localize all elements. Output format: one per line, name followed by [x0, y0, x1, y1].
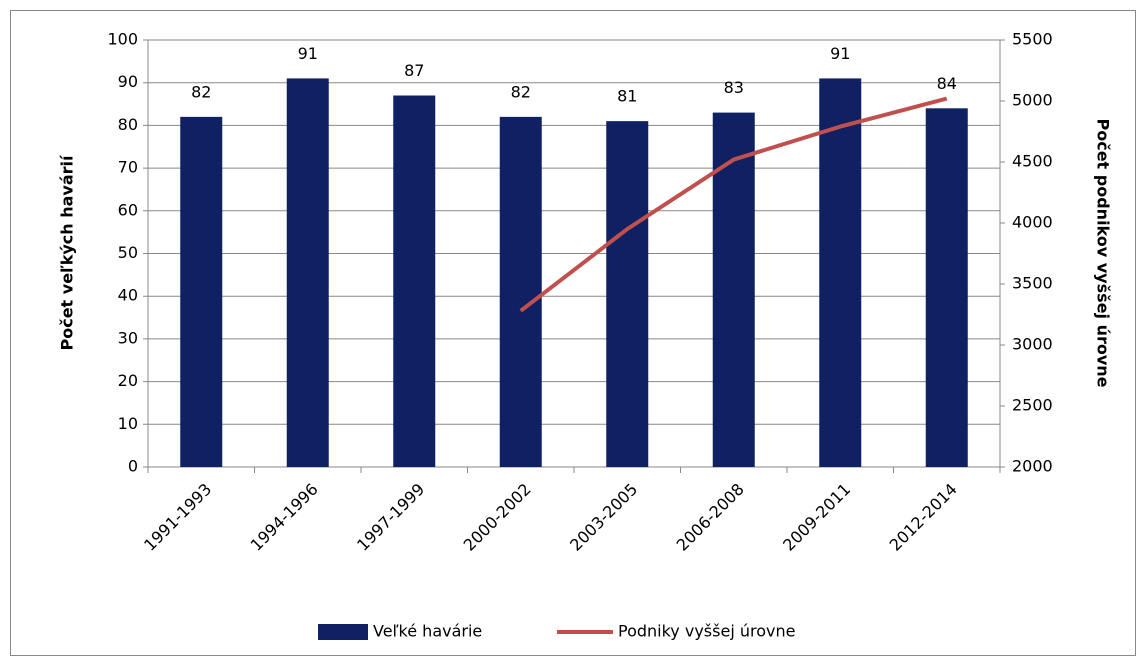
- y2-tick-label: 2000: [1012, 457, 1053, 476]
- y-tick-label: 80: [118, 115, 138, 134]
- data-label: 81: [617, 87, 637, 106]
- bar: [499, 116, 542, 468]
- data-label: 82: [511, 82, 531, 101]
- bar: [925, 108, 968, 467]
- y-tick-label: 90: [118, 72, 138, 91]
- y-tick-label: 40: [118, 286, 138, 305]
- y2-tick-label: 3000: [1012, 335, 1053, 354]
- bar: [606, 121, 649, 467]
- y-tick-label: 30: [118, 328, 138, 347]
- legend-label: Podniky vyššej úrovne: [618, 622, 795, 641]
- data-label: 87: [404, 61, 424, 80]
- y-tick-label: 70: [118, 158, 138, 177]
- line: [519, 96, 948, 313]
- bar: [286, 78, 329, 468]
- y-tick-label: 10: [118, 414, 138, 433]
- y2-tick-label: 2500: [1012, 396, 1053, 415]
- bar: [819, 78, 862, 468]
- legend-label: Veľké havárie: [373, 622, 482, 641]
- data-label: 91: [298, 44, 318, 63]
- y-tick-label: 20: [118, 371, 138, 390]
- y-tick-label: 50: [118, 243, 138, 262]
- legend-swatch: [318, 624, 368, 640]
- y2-tick-label: 3500: [1012, 274, 1053, 293]
- y2-axis-label: Počet podnikov vyššej úrovne: [1094, 118, 1113, 387]
- data-label: 91: [830, 44, 850, 63]
- y2-tick-label: 5500: [1012, 30, 1053, 49]
- y2-tick-label: 4000: [1012, 213, 1053, 232]
- y2-tick-label: 5000: [1012, 91, 1053, 110]
- y-tick-label: 0: [128, 457, 138, 476]
- y-tick-label: 60: [118, 200, 138, 219]
- y2-tick-label: 4500: [1012, 152, 1053, 171]
- data-label: 84: [937, 74, 957, 93]
- bar: [393, 95, 436, 467]
- data-label: 83: [724, 78, 744, 97]
- y-tick-label: 100: [107, 30, 138, 49]
- bar: [712, 112, 755, 467]
- y-axis-label: Počet veľkých havárií: [58, 154, 77, 351]
- data-label: 82: [191, 82, 211, 101]
- bar: [180, 116, 223, 468]
